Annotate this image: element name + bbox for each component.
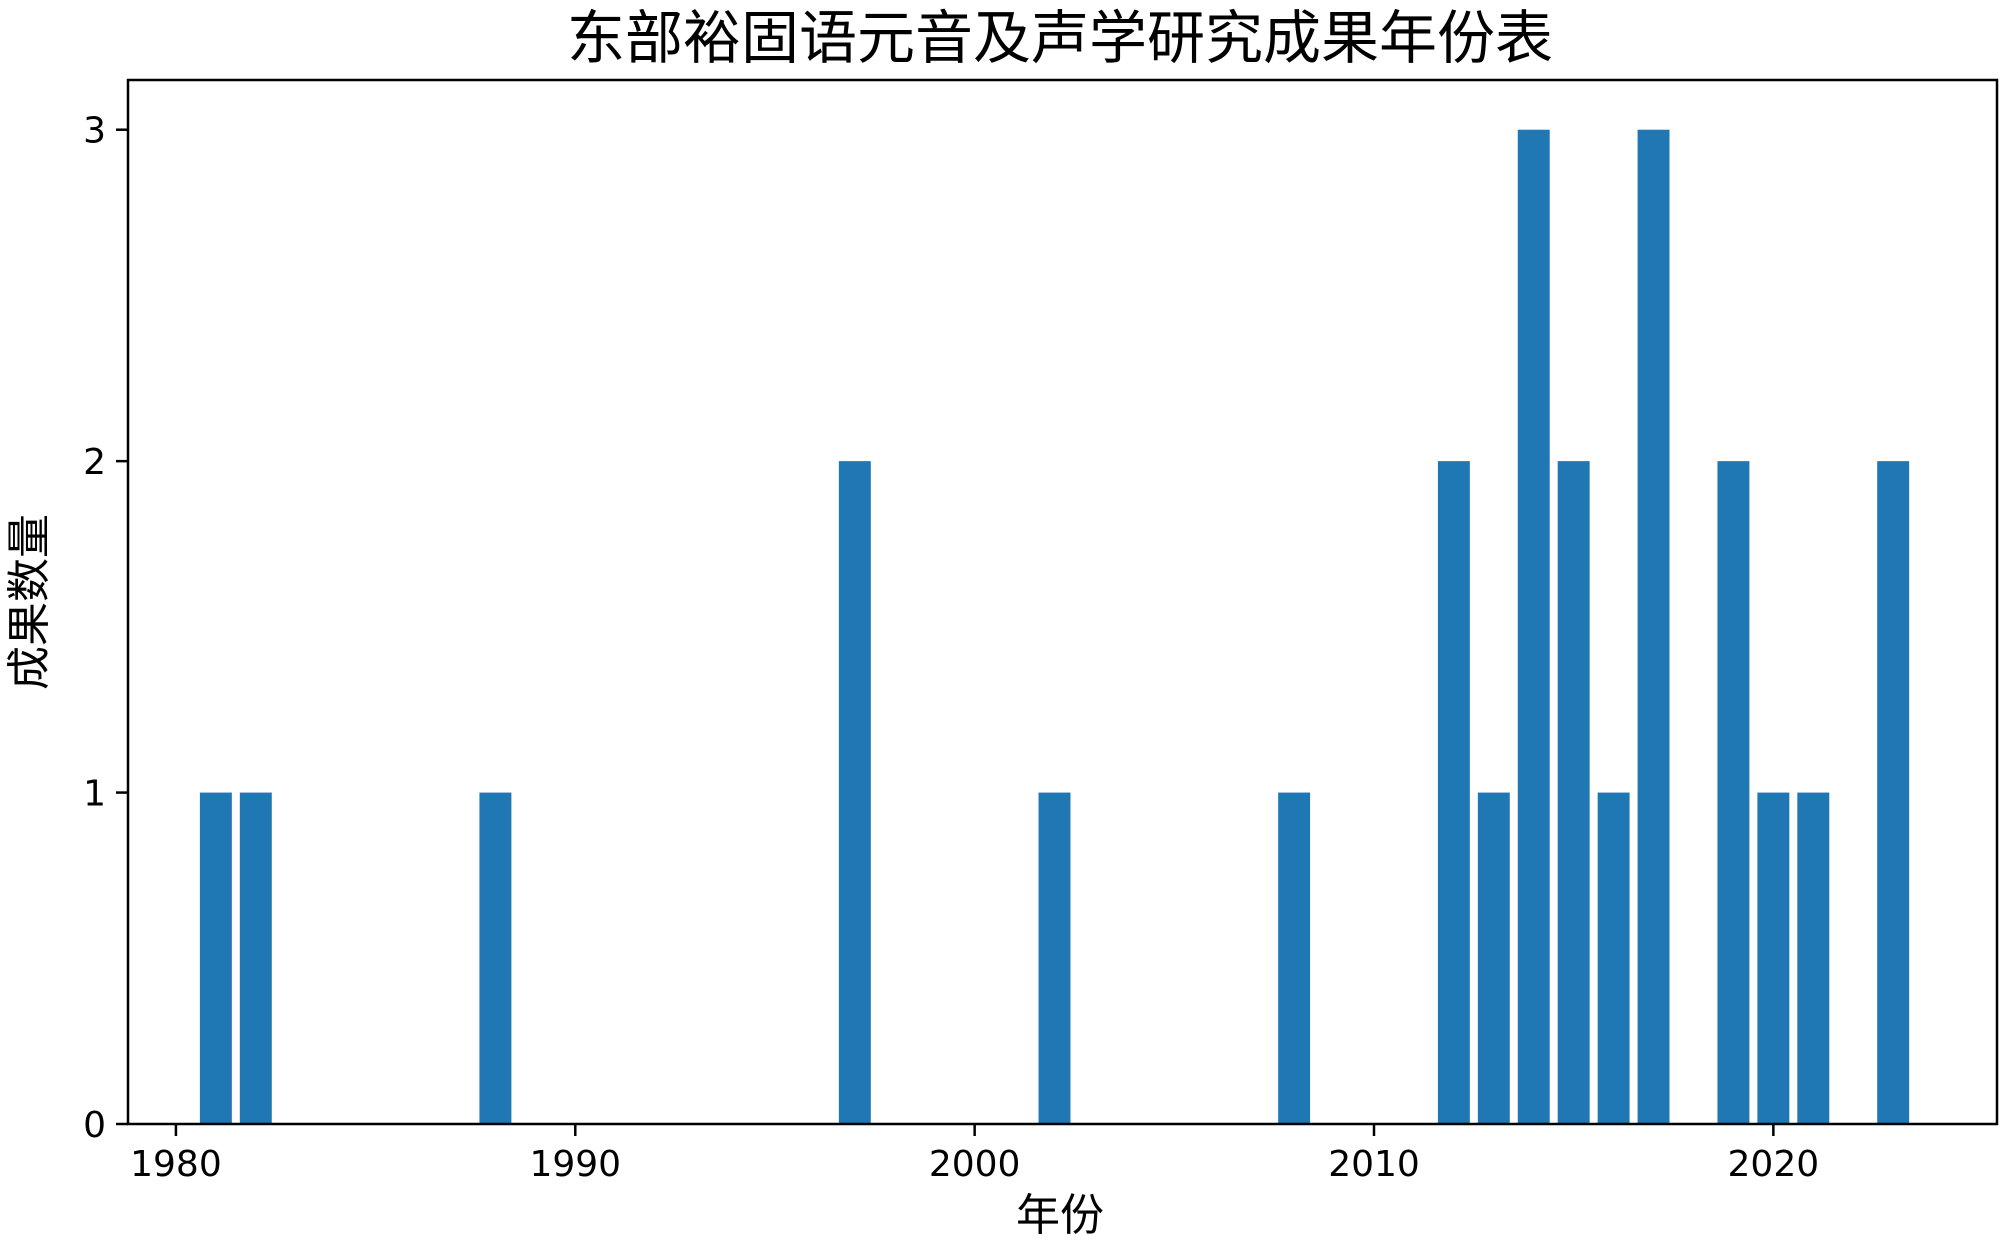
bars-group bbox=[199, 129, 1910, 1125]
bar-1982 bbox=[239, 792, 272, 1124]
y-tick-label-0: 0 bbox=[83, 1105, 106, 1146]
bar-2012 bbox=[1437, 461, 1470, 1125]
y-axis-ticks: 0 1 2 3 bbox=[83, 111, 128, 1146]
bar-2017 bbox=[1637, 129, 1670, 1124]
plot-frame bbox=[126, 78, 1999, 1126]
x-tick-label-1980: 1980 bbox=[130, 1144, 222, 1185]
bar-2013 bbox=[1477, 792, 1510, 1124]
y-axis-label: 成果数量 bbox=[4, 514, 55, 690]
y-tick-label-2: 2 bbox=[83, 442, 106, 483]
y-tick-label-3: 3 bbox=[83, 111, 106, 152]
bar-2019 bbox=[1717, 461, 1750, 1125]
bar-1988 bbox=[479, 792, 512, 1124]
bar-1981 bbox=[199, 792, 232, 1124]
x-tick-label-1990: 1990 bbox=[529, 1144, 621, 1185]
x-tick-label-2000: 2000 bbox=[929, 1144, 1021, 1185]
x-tick-label-2020: 2020 bbox=[1728, 1144, 1820, 1185]
bar-1997 bbox=[838, 461, 871, 1125]
chart-title: 东部裕固语元音及声学研究成果年份表 bbox=[567, 4, 1553, 72]
bar-2015 bbox=[1557, 461, 1590, 1125]
x-tick-label-2010: 2010 bbox=[1328, 1144, 1420, 1185]
bar-2014 bbox=[1517, 129, 1550, 1124]
bar-2023 bbox=[1877, 461, 1910, 1125]
bar-2020 bbox=[1757, 792, 1790, 1124]
y-tick-label-1: 1 bbox=[83, 774, 106, 815]
bar-2002 bbox=[1038, 792, 1071, 1124]
bar-2008 bbox=[1278, 792, 1311, 1124]
bar-2016 bbox=[1597, 792, 1630, 1124]
x-axis-ticks: 1980 1990 2000 2010 2020 bbox=[130, 1124, 1819, 1185]
x-axis-label: 年份 bbox=[1016, 1190, 1104, 1241]
bar-2021 bbox=[1797, 792, 1830, 1124]
